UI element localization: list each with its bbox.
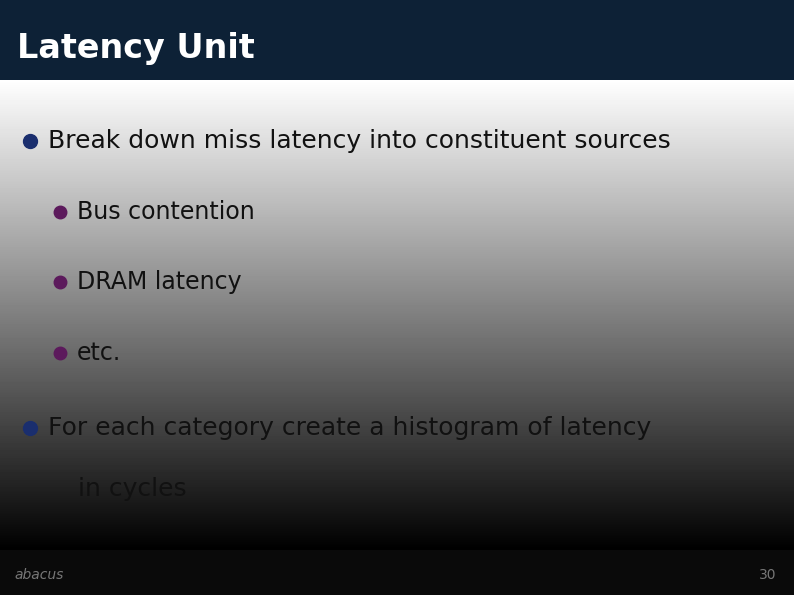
Text: DRAM latency: DRAM latency (77, 271, 241, 295)
Text: abacus: abacus (14, 568, 64, 582)
Text: in cycles: in cycles (78, 477, 187, 501)
Text: Break down miss latency into constituent sources: Break down miss latency into constituent… (48, 130, 670, 154)
Text: Bus contention: Bus contention (77, 200, 255, 224)
Text: For each category create a histogram of latency: For each category create a histogram of … (48, 416, 651, 440)
Text: 30: 30 (759, 568, 777, 582)
Text: Latency Unit: Latency Unit (17, 32, 255, 65)
Text: etc.: etc. (77, 341, 121, 365)
